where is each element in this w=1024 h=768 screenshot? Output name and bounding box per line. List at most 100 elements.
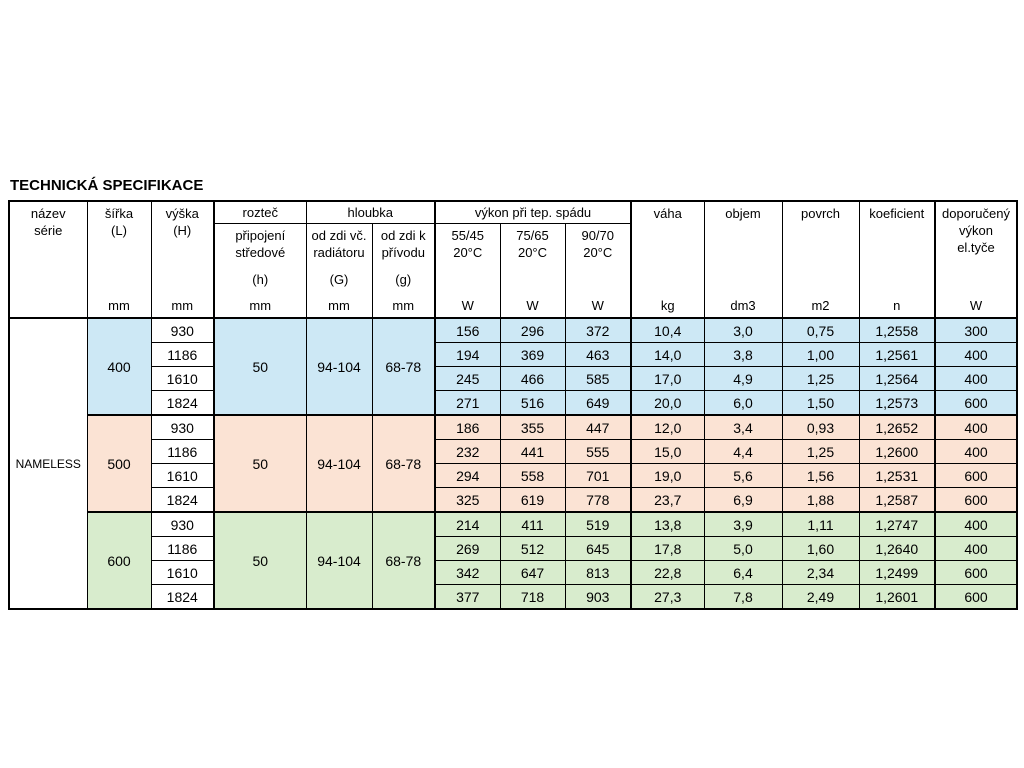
subheader-temp-7565: 75/65 20°C W bbox=[499, 222, 566, 319]
cell-weight: 20,0 bbox=[630, 390, 705, 416]
subheader-depth-G: od zdi vč. radiátoru (G) mm bbox=[305, 222, 373, 319]
cell-power-5545: 325 bbox=[434, 487, 501, 513]
subheader-depth-g: od zdi k přívodu (g) mm bbox=[371, 222, 436, 319]
cell-power-9070: 447 bbox=[564, 414, 632, 440]
cell-power-9070: 649 bbox=[564, 390, 632, 416]
cell-height: 930 bbox=[150, 414, 215, 440]
cell-volume: 3,4 bbox=[703, 414, 783, 440]
cell-power-7565: 369 bbox=[499, 342, 566, 367]
cell-depth-g: 68-78 bbox=[371, 511, 436, 610]
cell-power-9070: 555 bbox=[564, 439, 632, 464]
cell-power-9070: 701 bbox=[564, 463, 632, 488]
cell-power-9070: 372 bbox=[564, 317, 632, 343]
cell-height: 1610 bbox=[150, 560, 215, 585]
temp-7565-unit: W bbox=[526, 297, 539, 313]
temp-9070-label: 90/70 20°C bbox=[581, 227, 615, 260]
cell-power-7565: 296 bbox=[499, 317, 566, 343]
surface-unit: m2 bbox=[811, 298, 830, 313]
table-row: 600 930 50 94-104 68-78 214 411 519 13,8… bbox=[9, 511, 1018, 610]
cell-weight: 14,0 bbox=[630, 342, 705, 367]
depth-g-dim-label: (g) bbox=[395, 271, 412, 287]
cell-surface: 1,60 bbox=[781, 536, 860, 561]
cell-power-5545: 156 bbox=[434, 317, 501, 343]
cell-width: 500 bbox=[86, 414, 152, 513]
cell-surface: 1,25 bbox=[781, 366, 860, 391]
cell-depth-g: 68-78 bbox=[371, 317, 436, 416]
cell-volume: 3,0 bbox=[703, 317, 783, 343]
table-row: 500 930 50 94-104 68-78 186 355 447 12,0… bbox=[9, 414, 1018, 513]
cell-volume: 4,9 bbox=[703, 366, 783, 391]
cell-power-7565: 411 bbox=[499, 511, 566, 537]
table-row: 1824 271 516 649 20,0 6,0 1,50 1,2573 60… bbox=[9, 390, 1018, 416]
cell-power-7565: 718 bbox=[499, 584, 566, 610]
cell-el-power: 600 bbox=[934, 560, 1018, 585]
height-unit: mm bbox=[171, 298, 194, 313]
cell-el-power: 400 bbox=[934, 536, 1018, 561]
table-row: 1610 294 558 701 19,0 5,6 1,56 1,2531 60… bbox=[9, 463, 1018, 488]
col-header-series: název série bbox=[8, 200, 88, 319]
cell-power-9070: 463 bbox=[564, 342, 632, 367]
cell-depth-G: 94-104 bbox=[305, 317, 373, 416]
cell-series-name: NAMELESS bbox=[8, 317, 88, 610]
cell-power-7565: 516 bbox=[499, 390, 566, 416]
cell-power-9070: 903 bbox=[564, 584, 632, 610]
surface-header-label: povrch bbox=[800, 206, 841, 221]
pitch-sub-label: připojení středové bbox=[235, 227, 286, 260]
cell-power-9070: 585 bbox=[564, 366, 632, 391]
cell-power-5545: 271 bbox=[434, 390, 501, 416]
cell-power-5545: 194 bbox=[434, 342, 501, 367]
cell-surface: 1,88 bbox=[781, 487, 860, 513]
cell-depth-g: 68-78 bbox=[371, 414, 436, 513]
cell-power-9070: 813 bbox=[564, 560, 632, 585]
col-header-pitch: rozteč bbox=[213, 200, 307, 224]
cell-volume: 5,0 bbox=[703, 536, 783, 561]
cell-power-7565: 558 bbox=[499, 463, 566, 488]
cell-volume: 3,9 bbox=[703, 511, 783, 537]
temp-7565-label: 75/65 20°C bbox=[516, 227, 549, 260]
cell-power-5545: 269 bbox=[434, 536, 501, 561]
cell-height: 930 bbox=[150, 511, 215, 537]
cell-surface: 0,75 bbox=[781, 317, 860, 343]
cell-surface: 2,34 bbox=[781, 560, 860, 585]
temp-5545-unit: W bbox=[461, 297, 474, 313]
page-title: TECHNICKÁ SPECIFIKACE bbox=[10, 177, 204, 194]
pitch-unit: mm bbox=[249, 297, 272, 313]
cell-depth-G: 94-104 bbox=[305, 414, 373, 513]
depth-G-dim-label: (G) bbox=[329, 271, 349, 287]
cell-volume: 6,4 bbox=[703, 560, 783, 585]
table-row: 1610 245 466 585 17,0 4,9 1,25 1,2564 40… bbox=[9, 366, 1018, 391]
cell-volume: 6,9 bbox=[703, 487, 783, 513]
cell-volume: 4,4 bbox=[703, 439, 783, 464]
depth-g-sub-label: od zdi k přívodu bbox=[380, 227, 426, 260]
table-row: 1824 325 619 778 23,7 6,9 1,88 1,2587 60… bbox=[9, 487, 1018, 513]
coefficient-unit: n bbox=[893, 298, 901, 313]
volume-unit: dm3 bbox=[730, 298, 756, 313]
cell-power-5545: 377 bbox=[434, 584, 501, 610]
cell-coefficient: 1,2747 bbox=[858, 511, 936, 537]
width-header-label: šířka (L) bbox=[104, 206, 134, 238]
power-header-label: výkon při tep. spádu bbox=[474, 204, 592, 220]
header-row-top: název série šířka (L) mm výška (H) mm ro… bbox=[8, 200, 1018, 319]
cell-coefficient: 1,2499 bbox=[858, 560, 936, 585]
cell-power-9070: 519 bbox=[564, 511, 632, 537]
cell-weight: 17,8 bbox=[630, 536, 705, 561]
el-power-header-label: doporučený výkon el.tyče bbox=[942, 206, 1010, 255]
cell-height: 930 bbox=[150, 317, 215, 343]
cell-el-power: 400 bbox=[934, 366, 1018, 391]
table-row: 1186 269 512 645 17,8 5,0 1,60 1,2640 40… bbox=[9, 536, 1018, 561]
cell-pitch: 50 bbox=[213, 511, 307, 610]
cell-pitch: 50 bbox=[213, 414, 307, 513]
cell-volume: 7,8 bbox=[703, 584, 783, 610]
cell-power-7565: 441 bbox=[499, 439, 566, 464]
cell-coefficient: 1,2531 bbox=[858, 463, 936, 488]
cell-coefficient: 1,2640 bbox=[858, 536, 936, 561]
col-header-height: výška (H) mm bbox=[150, 200, 215, 319]
cell-pitch: 50 bbox=[213, 317, 307, 416]
table-header: název série šířka (L) mm výška (H) mm ro… bbox=[8, 200, 1018, 319]
depth-G-sub-label: od zdi vč. radiátoru bbox=[311, 227, 367, 260]
table-row: 1186 194 369 463 14,0 3,8 1,00 1,2561 40… bbox=[9, 342, 1018, 367]
cell-weight: 13,8 bbox=[630, 511, 705, 537]
pitch-dim-label: (h) bbox=[252, 271, 269, 287]
series-header-label: název série bbox=[30, 206, 66, 238]
subheader-temp-5545: 55/45 20°C W bbox=[434, 222, 501, 319]
